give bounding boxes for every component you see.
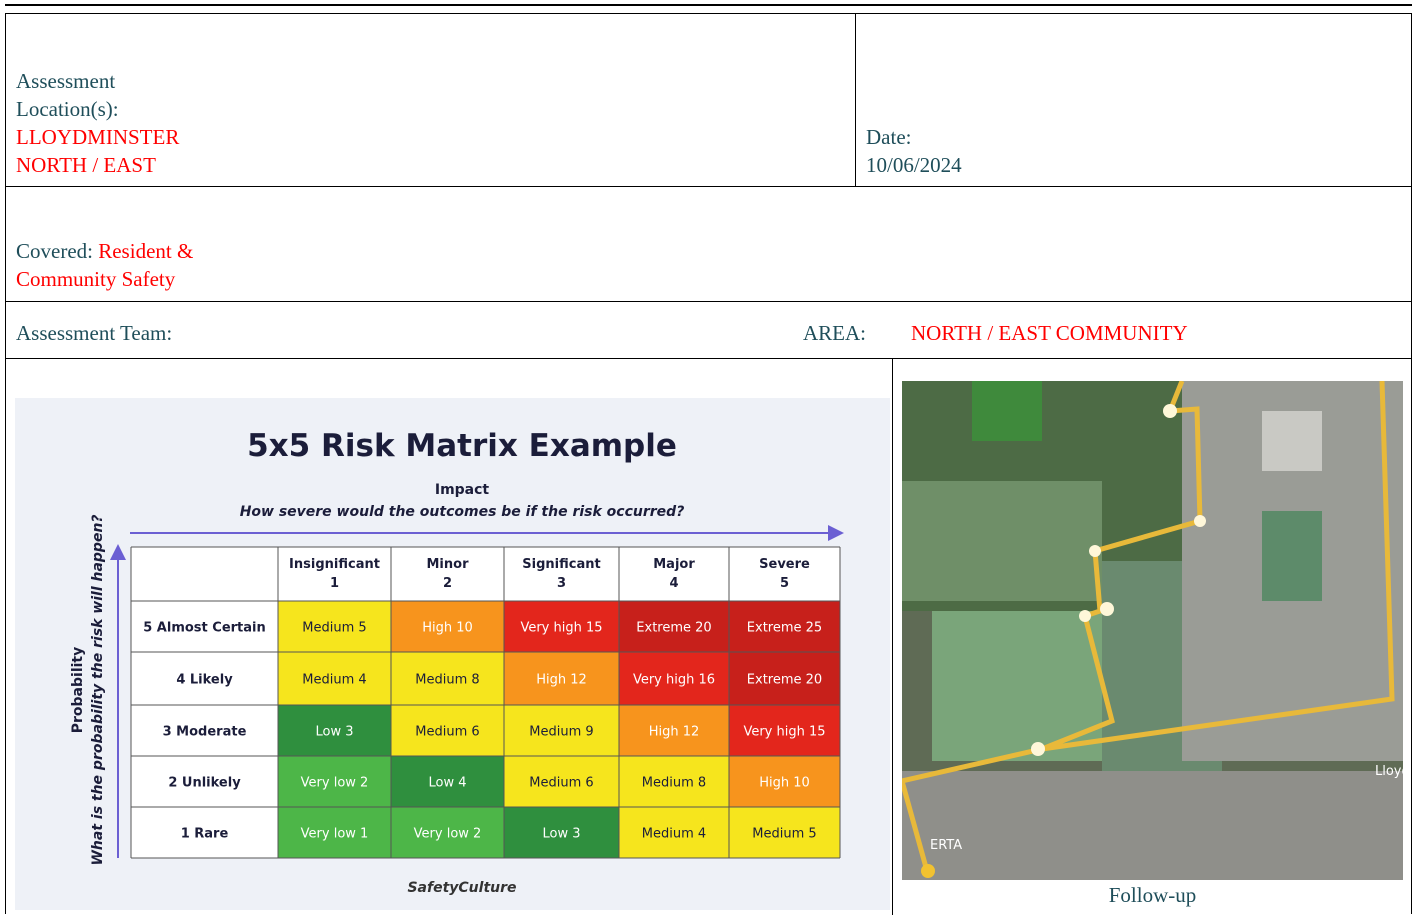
risk-label: Extreme 20	[636, 621, 711, 636]
risk-label: Very low 1	[301, 827, 369, 842]
risk-label: High 12	[649, 725, 700, 740]
risk-cell	[504, 705, 619, 756]
risk-cell	[619, 652, 729, 705]
risk-label: Medium 9	[529, 725, 593, 740]
risk-cell	[619, 601, 729, 652]
risk-label: Very high 15	[743, 725, 825, 740]
rule	[5, 4, 1412, 6]
map-caption: Follow-up	[1108, 883, 1197, 907]
column-name: Severe	[759, 557, 810, 572]
risk-cell	[391, 601, 504, 652]
column-name: Major	[653, 557, 695, 572]
risk-cell	[729, 705, 840, 756]
divider	[855, 13, 856, 186]
risk-label: Medium 5	[302, 621, 366, 636]
risk-label: Medium 8	[415, 673, 479, 688]
matrix-title: 5x5 Risk Matrix Example	[247, 428, 677, 464]
risk-cell	[391, 807, 504, 858]
column-number: 5	[780, 576, 789, 591]
location-label: Assessment Location(s): LLOYDMINSTER NORTH …	[16, 69, 180, 177]
column-name: Significant	[522, 557, 600, 572]
row-name: 2 Unlikely	[168, 776, 241, 791]
risk-cell	[619, 756, 729, 807]
row-header	[131, 807, 278, 858]
risk-cell	[278, 652, 391, 705]
area-value: NORTH / EAST COMMUNITY	[911, 321, 1188, 345]
risk-label: Medium 8	[642, 776, 706, 791]
map: Lloydm ERTA	[902, 381, 1403, 880]
risk-cell	[391, 652, 504, 705]
risk-cell	[278, 756, 391, 807]
risk-label: Very high 15	[520, 621, 602, 636]
risk-label: Medium 6	[529, 776, 593, 791]
column-number: 4	[669, 576, 678, 591]
column-number: 1	[330, 576, 339, 591]
risk-label: Extreme 25	[747, 621, 822, 636]
impact-question: How severe would the outcomes be if the …	[240, 504, 685, 520]
row-header	[131, 652, 278, 705]
risk-cell	[391, 756, 504, 807]
divider	[5, 358, 1412, 359]
risk-cell	[504, 601, 619, 652]
row-header	[131, 756, 278, 807]
risk-label: Low 3	[315, 725, 353, 740]
map-label: ERTA	[930, 838, 962, 853]
risk-label: High 12	[536, 673, 587, 688]
risk-label: Medium 4	[302, 673, 366, 688]
probability-label: Probability	[70, 647, 86, 734]
divider	[5, 301, 1412, 302]
risk-cell	[278, 705, 391, 756]
row-header	[131, 601, 278, 652]
risk-label: Low 3	[542, 827, 580, 842]
impact-label: Impact	[435, 482, 490, 498]
risk-cell	[504, 807, 619, 858]
risk-label: Medium 5	[752, 827, 816, 842]
risk-label: Very low 2	[414, 827, 482, 842]
risk-cell	[729, 652, 840, 705]
row-name: 1 Rare	[181, 827, 229, 842]
risk-label: Medium 4	[642, 827, 706, 842]
risk-cell	[729, 601, 840, 652]
row-header	[131, 705, 278, 756]
risk-cell	[278, 807, 391, 858]
risk-cell	[619, 705, 729, 756]
risk-label: Extreme 20	[747, 673, 822, 688]
row-name: 4 Likely	[176, 673, 233, 688]
map-label: Lloydm	[1375, 764, 1403, 779]
row-name: 5 Almost Certain	[143, 621, 266, 636]
risk-label: Very low 2	[301, 776, 369, 791]
risk-label: High 10	[759, 776, 810, 791]
risk-label: Very high 16	[633, 673, 715, 688]
logo: SafetyCulture	[407, 880, 516, 896]
column-name: Minor	[427, 557, 470, 572]
risk-label: Low 4	[428, 776, 466, 791]
risk-label: High 10	[422, 621, 473, 636]
covered: Covered: Resident & Community Safety	[16, 239, 194, 291]
risk-label: Medium 6	[415, 725, 479, 740]
matrix-header	[131, 547, 840, 601]
risk-cell	[729, 807, 840, 858]
column-number: 2	[443, 576, 452, 591]
risk-matrix: 5x5 Risk Matrix Example Impact How sever…	[15, 398, 890, 910]
column-number: 3	[557, 576, 566, 591]
area-label: AREA:	[803, 321, 866, 345]
risk-cell	[391, 705, 504, 756]
row-name: 3 Moderate	[163, 725, 247, 740]
column-name: Insignificant	[289, 557, 380, 572]
form-table	[5, 13, 1412, 914]
date: Date: 10/06/2024	[866, 125, 962, 177]
divider	[5, 186, 1412, 187]
team-label: Assessment Team:	[16, 321, 173, 345]
probability-question: What is the probability the risk will ha…	[90, 514, 106, 865]
risk-cell	[729, 756, 840, 807]
divider	[892, 358, 893, 915]
risk-cell	[504, 756, 619, 807]
risk-cell	[278, 601, 391, 652]
risk-cell	[504, 652, 619, 705]
risk-cell	[619, 807, 729, 858]
